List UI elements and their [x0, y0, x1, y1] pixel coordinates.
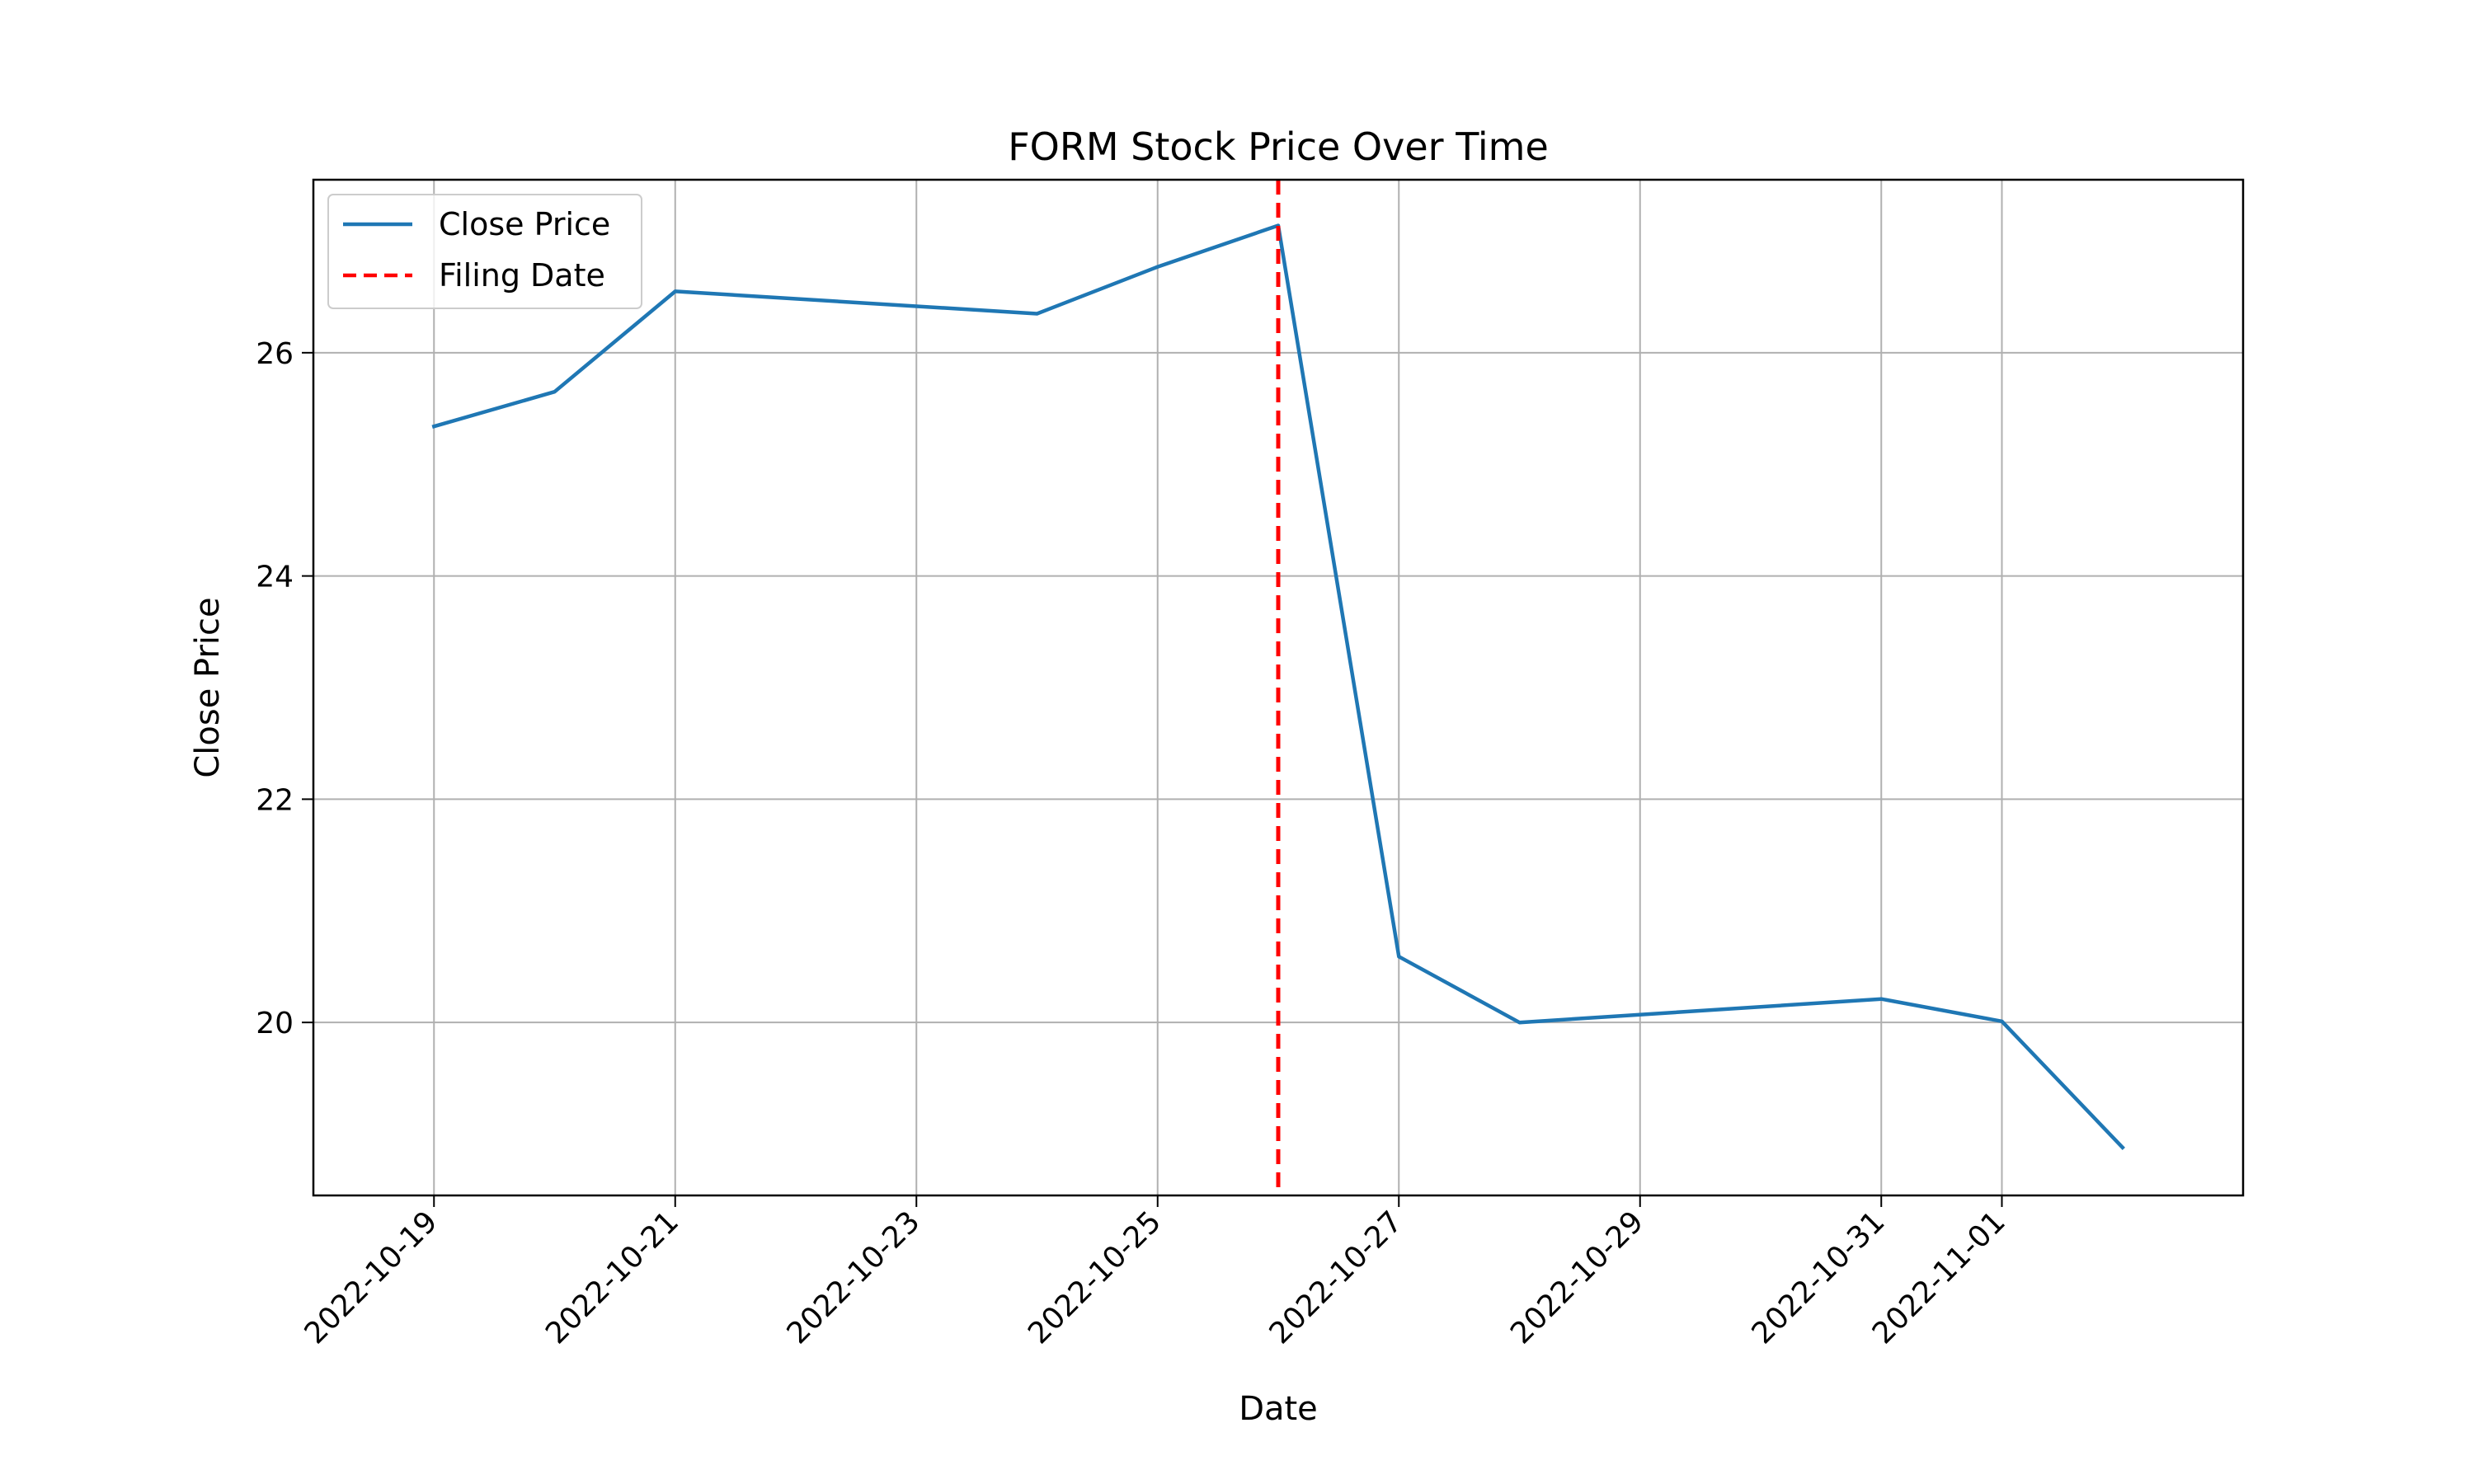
legend-label-close-price: Close Price [439, 206, 610, 242]
y-tick-label-20: 20 [256, 1007, 294, 1040]
x-axis-title: Date [1239, 1390, 1318, 1428]
series-line-close-price [431, 223, 2125, 1150]
y-axis-title: Close Price [189, 597, 227, 777]
plot-frame [312, 178, 2245, 1197]
y-tick-label-24: 24 [256, 561, 294, 594]
y-tick-label-26: 26 [256, 337, 294, 371]
series-layer [431, 180, 2125, 1195]
y-tick-label-22: 22 [256, 783, 294, 817]
chart-title: FORM Stock Price Over Time [1008, 124, 1549, 169]
legend: Close Price Filing Date [327, 194, 642, 309]
legend-label-filing-date: Filing Date [439, 257, 605, 294]
